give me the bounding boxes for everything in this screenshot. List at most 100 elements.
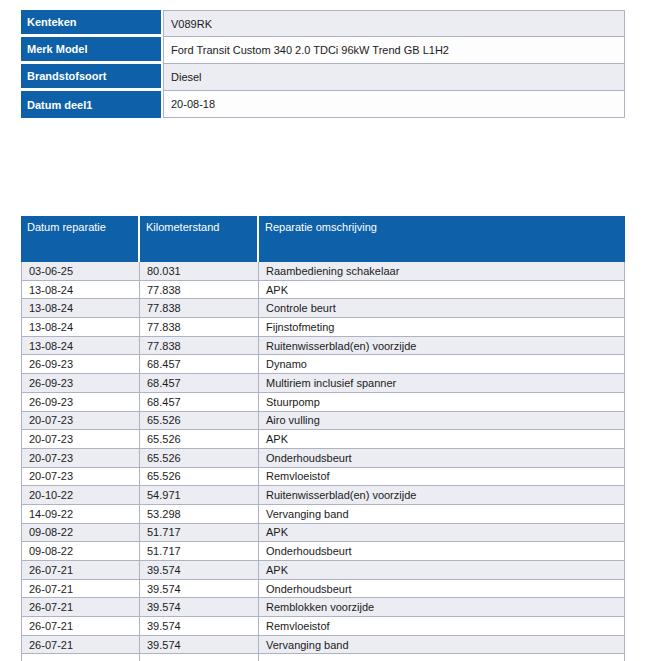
repair-date-cell: 26-09-23	[21, 374, 140, 393]
repair-row-partial	[21, 654, 625, 661]
kilometer-cell: 65.526	[140, 468, 259, 487]
repair-date-cell: 14-09-22	[21, 505, 140, 524]
repair-description-cell: Fijnstofmeting	[259, 318, 625, 337]
repair-row: 14-09-2253.298Vervanging band	[21, 505, 625, 524]
kilometer-cell: 53.298	[140, 505, 259, 524]
repair-row: 26-07-2139.574Onderhoudsbeurt	[21, 580, 625, 599]
repair-date-cell: 13-08-24	[21, 299, 140, 318]
repair-history-header-row: Datum reparatieKilometerstandReparatie o…	[21, 216, 625, 262]
info-value: 20-08-18	[163, 91, 625, 118]
info-label: Merk Model	[21, 37, 163, 64]
info-label: Kenteken	[21, 10, 163, 37]
info-label: Datum deel1	[21, 91, 163, 118]
repair-date-cell: 26-07-21	[21, 598, 140, 617]
repair-date-cell: 03-06-25	[21, 262, 140, 281]
kilometer-cell: 68.457	[140, 374, 259, 393]
repair-date-cell: 26-07-21	[21, 617, 140, 636]
repair-description-cell: APK	[259, 561, 625, 580]
repair-date-cell: 09-08-22	[21, 542, 140, 561]
kilometer-cell: 80.031	[140, 262, 259, 281]
repair-row: 26-07-2139.574Remblokken voorzijde	[21, 598, 625, 617]
repair-description-cell: Onderhoudsbeurt	[259, 542, 625, 561]
kilometer-cell: 39.574	[140, 598, 259, 617]
repair-description-cell: Onderhoudsbeurt	[259, 580, 625, 599]
vehicle-info-table: Kenteken V089RK Merk Model Ford Transit …	[21, 10, 625, 118]
kilometer-cell: 68.457	[140, 393, 259, 412]
repair-date-cell: 26-07-21	[21, 580, 140, 599]
info-value: V089RK	[163, 10, 625, 37]
kilometer-cell: 51.717	[140, 542, 259, 561]
kilometer-cell: 65.526	[140, 430, 259, 449]
vehicle-info-row: Datum deel1 20-08-18	[21, 91, 625, 118]
repair-row: 26-09-2368.457Multiriem inclusief spanne…	[21, 374, 625, 393]
repair-row: 26-07-2139.574Remvloeistof	[21, 617, 625, 636]
kilometer-cell: 68.457	[140, 355, 259, 374]
repair-date-cell: 13-08-24	[21, 281, 140, 300]
repair-date-cell: 20-07-23	[21, 449, 140, 468]
repair-date-cell: 20-07-23	[21, 430, 140, 449]
repair-date-cell: 26-07-21	[21, 636, 140, 655]
kilometer-cell: 77.838	[140, 337, 259, 356]
kilometer-cell: 65.526	[140, 412, 259, 431]
repair-row: 20-07-2365.526Onderhoudsbeurt	[21, 449, 625, 468]
kilometer-cell: 39.574	[140, 617, 259, 636]
kilometer-cell: 39.574	[140, 561, 259, 580]
repair-description-cell: APK	[259, 281, 625, 300]
repair-row: 20-07-2365.526Remvloeistof	[21, 468, 625, 487]
repair-description-cell: Remblokken voorzijde	[259, 598, 625, 617]
vehicle-info-row: Kenteken V089RK	[21, 10, 625, 37]
repair-description-cell: APK	[259, 524, 625, 543]
kilometer-cell: 54.971	[140, 486, 259, 505]
repair-row: 13-08-2477.838Fijnstofmeting	[21, 318, 625, 337]
repair-description-cell: Dynamo	[259, 355, 625, 374]
info-value: Diesel	[163, 64, 625, 91]
repair-description-cell: Multiriem inclusief spanner	[259, 374, 625, 393]
info-value: Ford Transit Custom 340 2.0 TDCi 96kW Tr…	[163, 37, 625, 64]
repair-date-cell: 09-08-22	[21, 524, 140, 543]
kilometer-cell: 77.838	[140, 281, 259, 300]
repair-row: 26-09-2368.457Dynamo	[21, 355, 625, 374]
repair-description-cell: Vervanging band	[259, 505, 625, 524]
kilometer-cell: 51.717	[140, 524, 259, 543]
repair-description-cell: Remvloeistof	[259, 617, 625, 636]
repair-history-table: Datum reparatieKilometerstandReparatie o…	[21, 216, 625, 661]
repair-date-cell: 26-09-23	[21, 355, 140, 374]
repair-date-cell: 13-08-24	[21, 337, 140, 356]
repair-row: 26-09-2368.457Stuurpomp	[21, 393, 625, 412]
kilometer-cell: 77.838	[140, 299, 259, 318]
repair-row: 13-08-2477.838Ruitenwisserblad(en) voorz…	[21, 337, 625, 356]
repair-row: 09-08-2251.717Onderhoudsbeurt	[21, 542, 625, 561]
kilometer-cell: 65.526	[140, 449, 259, 468]
repair-row: 26-07-2139.574APK	[21, 561, 625, 580]
repair-description-cell: Onderhoudsbeurt	[259, 449, 625, 468]
info-label: Brandstofsoort	[21, 64, 163, 91]
kilometer-cell: 77.838	[140, 318, 259, 337]
repair-date-cell: 13-08-24	[21, 318, 140, 337]
repair-row: 03-06-2580.031Raambediening schakelaar	[21, 262, 625, 281]
repair-row: 13-08-2477.838APK	[21, 281, 625, 300]
repair-row: 20-10-2254.971Ruitenwisserblad(en) voorz…	[21, 486, 625, 505]
repair-description-cell: Ruitenwisserblad(en) voorzijde	[259, 486, 625, 505]
repair-description-cell: Ruitenwisserblad(en) voorzijde	[259, 337, 625, 356]
repair-description-cell: Vervanging band	[259, 636, 625, 655]
repair-description-cell: Raambediening schakelaar	[259, 262, 625, 281]
column-header: Kilometerstand	[140, 216, 259, 262]
column-header: Reparatie omschrijving	[259, 216, 625, 262]
repair-row: 20-07-2365.526APK	[21, 430, 625, 449]
vehicle-info-row: Brandstofsoort Diesel	[21, 64, 625, 91]
vehicle-report-page: { "colors": { "header_blue": "#0e61a9", …	[0, 0, 662, 661]
repair-description-cell: Airo vulling	[259, 412, 625, 431]
repair-date-cell: 20-10-22	[21, 486, 140, 505]
repair-date-cell: 26-07-21	[21, 561, 140, 580]
repair-row: 13-08-2477.838Controle beurt	[21, 299, 625, 318]
repair-row: 26-07-2139.574Vervanging band	[21, 636, 625, 655]
vehicle-info-row: Merk Model Ford Transit Custom 340 2.0 T…	[21, 37, 625, 64]
repair-date-cell: 20-07-23	[21, 412, 140, 431]
repair-description-cell: Stuurpomp	[259, 393, 625, 412]
kilometer-cell: 39.574	[140, 580, 259, 599]
repair-date-cell: 26-09-23	[21, 393, 140, 412]
repair-description-cell: Controle beurt	[259, 299, 625, 318]
kilometer-cell: 39.574	[140, 636, 259, 655]
repair-description-cell: Remvloeistof	[259, 468, 625, 487]
repair-date-cell: 20-07-23	[21, 468, 140, 487]
